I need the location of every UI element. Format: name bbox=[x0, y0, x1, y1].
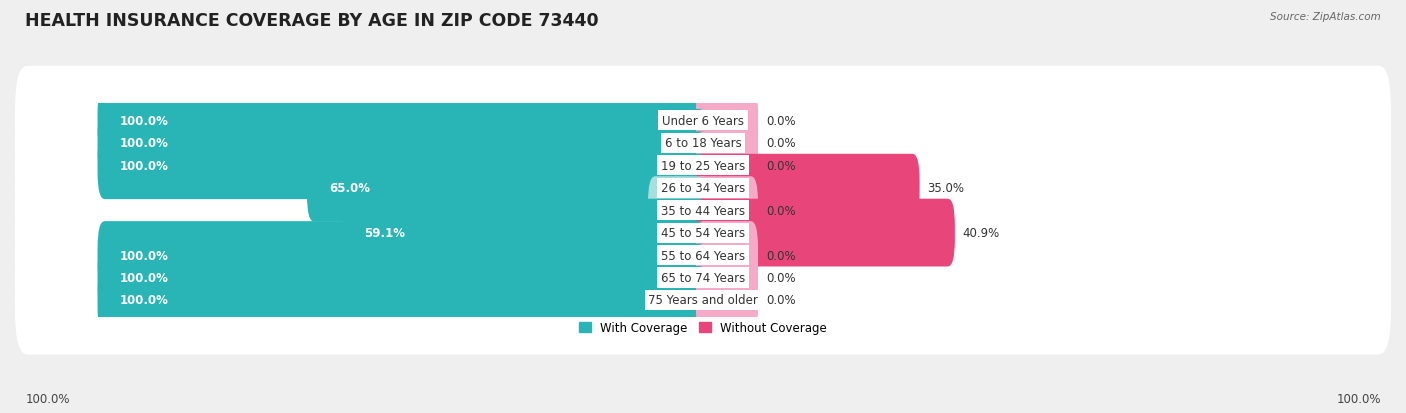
FancyBboxPatch shape bbox=[97, 266, 710, 334]
FancyBboxPatch shape bbox=[342, 199, 710, 267]
FancyBboxPatch shape bbox=[15, 89, 1391, 198]
Text: 0.0%: 0.0% bbox=[766, 159, 796, 172]
FancyBboxPatch shape bbox=[15, 246, 1391, 355]
Text: 75 Years and older: 75 Years and older bbox=[648, 294, 758, 307]
Text: 0.0%: 0.0% bbox=[766, 114, 796, 128]
FancyBboxPatch shape bbox=[648, 177, 710, 244]
FancyBboxPatch shape bbox=[15, 156, 1391, 265]
Text: 0.0%: 0.0% bbox=[766, 204, 796, 217]
FancyBboxPatch shape bbox=[15, 223, 1391, 332]
Text: 0.0%: 0.0% bbox=[766, 294, 796, 307]
FancyBboxPatch shape bbox=[696, 266, 758, 334]
FancyBboxPatch shape bbox=[696, 244, 758, 312]
FancyBboxPatch shape bbox=[97, 244, 710, 312]
Text: 45 to 54 Years: 45 to 54 Years bbox=[661, 227, 745, 240]
Text: 35.0%: 35.0% bbox=[928, 182, 965, 195]
FancyBboxPatch shape bbox=[696, 154, 920, 222]
Text: 100.0%: 100.0% bbox=[120, 249, 169, 262]
FancyBboxPatch shape bbox=[696, 177, 758, 244]
Text: 35 to 44 Years: 35 to 44 Years bbox=[661, 204, 745, 217]
FancyBboxPatch shape bbox=[97, 222, 710, 289]
Text: 100.0%: 100.0% bbox=[120, 294, 169, 307]
Text: 19 to 25 Years: 19 to 25 Years bbox=[661, 159, 745, 172]
FancyBboxPatch shape bbox=[15, 178, 1391, 287]
Text: 0.0%: 0.0% bbox=[766, 137, 796, 150]
Text: 59.1%: 59.1% bbox=[364, 227, 405, 240]
Text: 100.0%: 100.0% bbox=[120, 114, 169, 128]
Text: 100.0%: 100.0% bbox=[120, 271, 169, 284]
FancyBboxPatch shape bbox=[15, 134, 1391, 243]
Text: 100.0%: 100.0% bbox=[25, 392, 70, 405]
FancyBboxPatch shape bbox=[696, 132, 758, 199]
FancyBboxPatch shape bbox=[696, 87, 758, 155]
Text: 100.0%: 100.0% bbox=[120, 137, 169, 150]
FancyBboxPatch shape bbox=[15, 66, 1391, 176]
FancyBboxPatch shape bbox=[97, 109, 710, 177]
FancyBboxPatch shape bbox=[696, 199, 955, 267]
Text: 65.0%: 65.0% bbox=[329, 182, 370, 195]
Text: 0.0%: 0.0% bbox=[766, 249, 796, 262]
FancyBboxPatch shape bbox=[97, 132, 710, 199]
FancyBboxPatch shape bbox=[696, 222, 758, 289]
Text: 40.9%: 40.9% bbox=[963, 227, 1000, 240]
Text: 0.0%: 0.0% bbox=[766, 271, 796, 284]
FancyBboxPatch shape bbox=[15, 112, 1391, 220]
Text: 100.0%: 100.0% bbox=[1336, 392, 1381, 405]
FancyBboxPatch shape bbox=[97, 87, 710, 155]
Text: Source: ZipAtlas.com: Source: ZipAtlas.com bbox=[1270, 12, 1381, 22]
Text: 65 to 74 Years: 65 to 74 Years bbox=[661, 271, 745, 284]
Legend: With Coverage, Without Coverage: With Coverage, Without Coverage bbox=[574, 316, 832, 339]
FancyBboxPatch shape bbox=[307, 154, 710, 222]
Text: 6 to 18 Years: 6 to 18 Years bbox=[665, 137, 741, 150]
Text: HEALTH INSURANCE COVERAGE BY AGE IN ZIP CODE 73440: HEALTH INSURANCE COVERAGE BY AGE IN ZIP … bbox=[25, 12, 599, 30]
Text: 100.0%: 100.0% bbox=[120, 159, 169, 172]
Text: 26 to 34 Years: 26 to 34 Years bbox=[661, 182, 745, 195]
Text: Under 6 Years: Under 6 Years bbox=[662, 114, 744, 128]
FancyBboxPatch shape bbox=[15, 201, 1391, 310]
Text: 55 to 64 Years: 55 to 64 Years bbox=[661, 249, 745, 262]
FancyBboxPatch shape bbox=[696, 109, 758, 177]
